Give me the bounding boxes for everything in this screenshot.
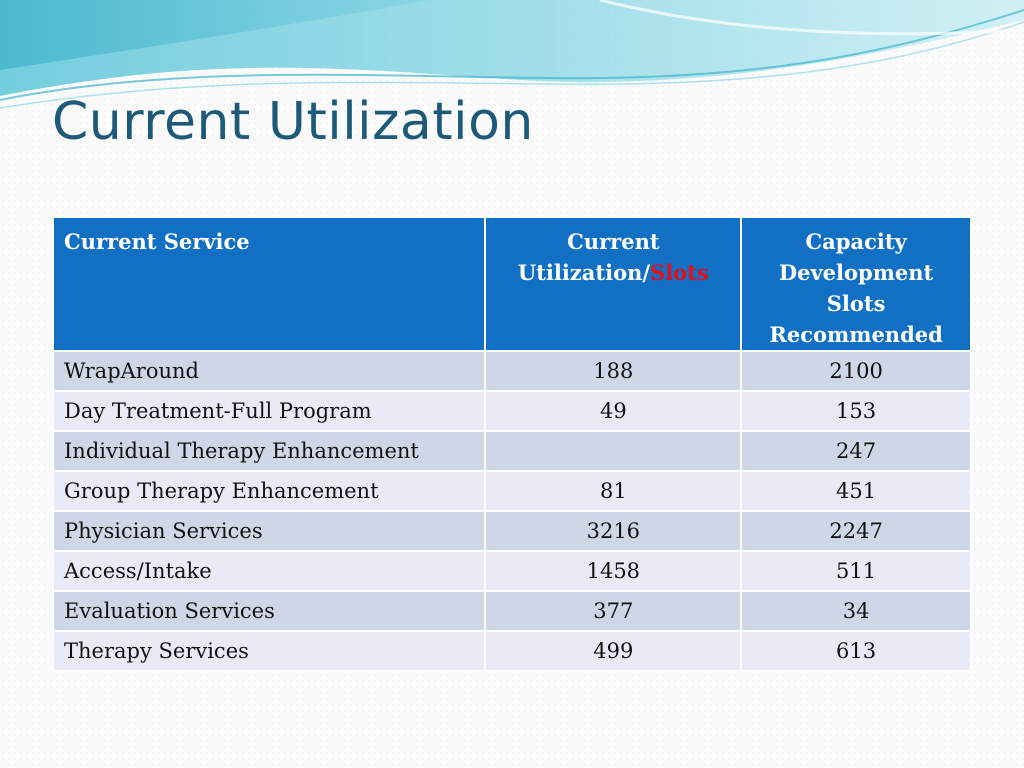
cell-current-utilization: 49 bbox=[484, 390, 743, 432]
header-current-utilization: Current Utilization/Slots bbox=[484, 216, 743, 352]
header-capacity-line2: Development bbox=[778, 260, 934, 285]
table-row: Individual Therapy Enhancement 247 bbox=[51, 430, 972, 472]
table-row: Evaluation Services 377 34 bbox=[51, 590, 972, 632]
cell-current-utilization: 1458 bbox=[484, 550, 743, 592]
cell-service: Therapy Services bbox=[51, 630, 487, 672]
cell-current-utilization: 499 bbox=[484, 630, 743, 672]
cell-current-utilization: 81 bbox=[484, 470, 743, 512]
header-current-utilization-line1: Current bbox=[567, 229, 660, 254]
cell-current-utilization: 377 bbox=[484, 590, 743, 632]
cell-recommended: 613 bbox=[740, 630, 972, 672]
table-row: Therapy Services 499 613 bbox=[51, 630, 972, 672]
cell-service: Access/Intake bbox=[51, 550, 487, 592]
table-header-row: Current Service Current Utilization/Slot… bbox=[51, 216, 972, 352]
cell-service: Individual Therapy Enhancement bbox=[51, 430, 487, 472]
cell-service: Physician Services bbox=[51, 510, 487, 552]
cell-recommended: 2100 bbox=[740, 350, 972, 392]
cell-recommended: 247 bbox=[740, 430, 972, 472]
decorative-wave-header bbox=[0, 0, 1024, 109]
cell-current-utilization: 188 bbox=[484, 350, 743, 392]
table-row: Access/Intake 1458 511 bbox=[51, 550, 972, 592]
cell-current-utilization: 3216 bbox=[484, 510, 743, 552]
table-row: Day Treatment-Full Program 49 153 bbox=[51, 390, 972, 432]
header-capacity-line4: Recommended bbox=[769, 322, 943, 347]
utilization-table: Current Service Current Utilization/Slot… bbox=[51, 216, 972, 672]
cell-recommended: 34 bbox=[740, 590, 972, 632]
cell-service: Day Treatment-Full Program bbox=[51, 390, 487, 432]
table-row: Physician Services 3216 2247 bbox=[51, 510, 972, 552]
table-row: WrapAround 188 2100 bbox=[51, 350, 972, 392]
slide-title: Current Utilization bbox=[52, 92, 534, 152]
cell-recommended: 511 bbox=[740, 550, 972, 592]
header-capacity-line3: Slots bbox=[826, 291, 886, 316]
header-capacity-line1: Capacity bbox=[805, 229, 907, 254]
table-row: Group Therapy Enhancement 81 451 bbox=[51, 470, 972, 512]
header-current-utilization-line2: Utilization/ bbox=[517, 260, 651, 285]
cell-service: Evaluation Services bbox=[51, 590, 487, 632]
cell-recommended: 2247 bbox=[740, 510, 972, 552]
cell-current-utilization bbox=[484, 430, 743, 472]
cell-recommended: 451 bbox=[740, 470, 972, 512]
cell-service: WrapAround bbox=[51, 350, 487, 392]
cell-service: Group Therapy Enhancement bbox=[51, 470, 487, 512]
cell-recommended: 153 bbox=[740, 390, 972, 432]
header-slots-highlight: Slots bbox=[650, 260, 709, 285]
header-current-service: Current Service bbox=[51, 216, 487, 352]
header-capacity-recommended: Capacity Development Slots Recommended bbox=[740, 216, 972, 352]
